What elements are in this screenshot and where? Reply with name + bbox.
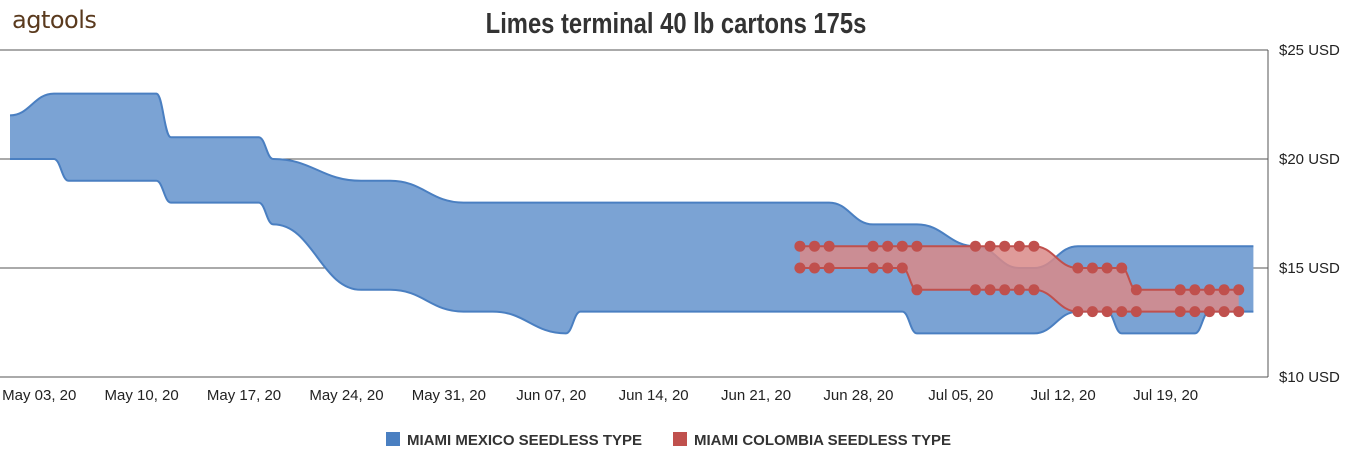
data-point-low [984,284,996,296]
y-tick-label: $15 USD [1279,260,1340,277]
data-point-high [984,240,996,252]
data-point-low [1072,306,1084,318]
data-point-low [1130,306,1142,318]
data-point-high [1028,240,1040,252]
data-point-low [1189,306,1201,318]
series-high-line-0 [9,92,1254,269]
data-point-high [823,240,835,252]
data-point-low [1116,306,1128,318]
x-tick-label: Jun 21, 20 [721,387,791,404]
data-point-low [823,262,835,274]
series-high-line-1 [799,245,1239,291]
legend-label: MIAMI MEXICO SEEDLESS TYPE [407,432,642,449]
y-axis: $25 USD $20 USD $15 USD $10 USD [1267,42,1340,386]
data-point-high [809,240,821,252]
data-point-high [1203,284,1215,296]
x-tick-label: May 10, 20 [105,387,179,404]
data-point-low [1028,284,1040,296]
y-tick-label: $20 USD [1279,151,1340,168]
data-point-low [1203,306,1215,318]
data-point-low [1101,306,1113,318]
series-markers [794,240,1245,318]
data-point-high [794,240,806,252]
data-point-high [1233,284,1245,296]
data-point-high [1174,284,1186,296]
data-point-low [867,262,879,274]
x-tick-label: Jun 07, 20 [516,387,586,404]
legend: MIAMI MEXICO SEEDLESS TYPE MIAMI COLOMBIA… [386,432,951,449]
data-point-low [999,284,1011,296]
data-point-high [911,240,923,252]
data-point-high [969,240,981,252]
y-tick-label: $25 USD [1279,42,1340,59]
x-tick-label: Jul 05, 20 [928,387,993,404]
data-point-low [1174,306,1186,318]
data-point-high [1218,284,1230,296]
data-point-low [882,262,894,274]
data-point-low [809,262,821,274]
data-point-high [1116,262,1128,274]
x-axis: May 03, 20 May 10, 20 May 17, 20 May 24, 20… [0,376,1268,404]
legend-swatch [386,432,400,446]
data-point-high [999,240,1011,252]
data-point-high [1086,262,1098,274]
x-tick-label: May 24, 20 [309,387,383,404]
data-point-high [1101,262,1113,274]
data-point-high [1072,262,1084,274]
x-tick-label: Jun 28, 20 [823,387,893,404]
data-point-high [1189,284,1201,296]
chart-title: Limes terminal 40 lb cartons 175s [485,8,867,40]
x-tick-label: May 31, 20 [412,387,486,404]
data-point-low [1233,306,1245,318]
data-point-low [969,284,981,296]
legend-swatch [673,432,687,446]
data-point-low [896,262,908,274]
x-tick-label: Jun 14, 20 [619,387,689,404]
agtools-logo: agtools [12,6,97,34]
x-tick-label: Jul 19, 20 [1133,387,1198,404]
data-point-low [1218,306,1230,318]
x-tick-label: May 03, 20 [2,387,76,404]
data-point-low [1013,284,1025,296]
y-tick-label: $10 USD [1279,369,1340,386]
data-point-high [882,240,894,252]
x-tick-label: May 17, 20 [207,387,281,404]
data-point-high [1130,284,1142,296]
data-point-high [867,240,879,252]
legend-label: MIAMI COLOMBIA SEEDLESS TYPE [694,432,951,449]
series-areas [9,92,1254,335]
series-low-line-1 [799,267,1239,313]
series-area-1 [799,246,1239,312]
data-point-low [911,284,923,296]
data-point-low [1086,306,1098,318]
x-tick-label: Jul 12, 20 [1031,387,1096,404]
data-point-high [1013,240,1025,252]
data-point-high [896,240,908,252]
data-point-low [794,262,806,274]
